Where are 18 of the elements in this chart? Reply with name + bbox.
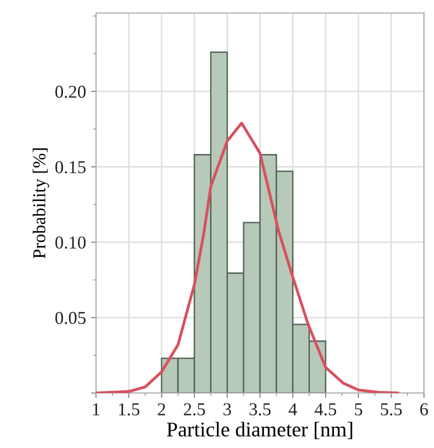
x-tick-label: 3.5 [250, 403, 271, 416]
x-tick-label: 5.5 [380, 403, 402, 416]
x-axis-title: Particle diameter [nm] [166, 422, 352, 440]
y-tick-label: 0.20 [55, 86, 86, 98]
x-tick-label: 4 [288, 403, 298, 416]
y-tick-label: 0.10 [55, 236, 86, 249]
x-tick-label: 1 [93, 403, 100, 416]
x-tick-label: 1.5 [119, 403, 140, 416]
y-tick-label: 0.15 [55, 161, 86, 174]
x-tick-label: 5 [354, 403, 362, 416]
x-tick-label: 6 [420, 403, 428, 416]
y-tick-label: 0.05 [55, 312, 86, 324]
x-tick-label: 3 [224, 403, 232, 416]
x-tick-label: 4.5 [314, 403, 336, 416]
x-tick-label: 2.5 [184, 403, 205, 416]
line-series [96, 122, 400, 393]
x-tick-label: 2 [158, 403, 166, 416]
y-axis-title: Probability [%] [32, 148, 50, 258]
